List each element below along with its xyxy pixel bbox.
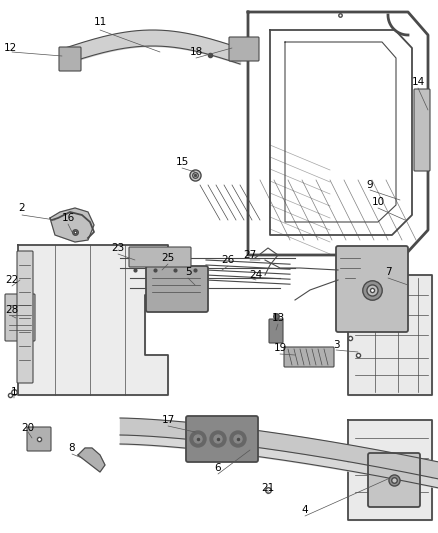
FancyBboxPatch shape [59,47,81,71]
Polygon shape [78,448,105,472]
Text: 1: 1 [11,387,18,397]
Circle shape [190,431,206,447]
FancyBboxPatch shape [368,453,420,507]
Text: 5: 5 [185,267,191,277]
FancyBboxPatch shape [129,247,191,267]
FancyBboxPatch shape [27,427,51,451]
Text: 15: 15 [175,157,189,167]
Text: 3: 3 [333,340,339,350]
Polygon shape [50,208,94,242]
Text: 21: 21 [261,483,275,493]
FancyBboxPatch shape [414,89,430,171]
FancyBboxPatch shape [284,347,334,367]
Text: 20: 20 [21,423,35,433]
Text: 27: 27 [244,250,257,260]
FancyBboxPatch shape [5,294,35,341]
Circle shape [234,435,242,443]
Text: 22: 22 [5,275,19,285]
Circle shape [194,435,202,443]
Text: 24: 24 [249,270,263,280]
Text: 6: 6 [215,463,221,473]
Polygon shape [18,245,168,395]
Text: 26: 26 [221,255,235,265]
Text: 11: 11 [93,17,106,27]
Text: 16: 16 [61,213,74,223]
Text: 9: 9 [367,180,373,190]
Text: 18: 18 [189,47,203,57]
Text: 17: 17 [161,415,175,425]
FancyBboxPatch shape [336,246,408,332]
Text: 7: 7 [385,267,391,277]
FancyBboxPatch shape [186,416,258,462]
Text: 13: 13 [272,313,285,323]
FancyBboxPatch shape [229,37,259,61]
Polygon shape [348,275,432,395]
FancyBboxPatch shape [146,266,208,312]
Text: 2: 2 [19,203,25,213]
Polygon shape [348,420,432,520]
Text: 10: 10 [371,197,385,207]
Circle shape [214,435,222,443]
Circle shape [210,431,226,447]
Text: 28: 28 [5,305,19,315]
Text: 19: 19 [273,343,286,353]
Text: 8: 8 [69,443,75,453]
FancyBboxPatch shape [269,319,283,343]
Text: 14: 14 [411,77,424,87]
Text: 23: 23 [111,243,125,253]
Text: 4: 4 [302,505,308,515]
Circle shape [230,431,246,447]
Text: 12: 12 [4,43,17,53]
Text: 25: 25 [161,253,175,263]
FancyBboxPatch shape [17,251,33,383]
